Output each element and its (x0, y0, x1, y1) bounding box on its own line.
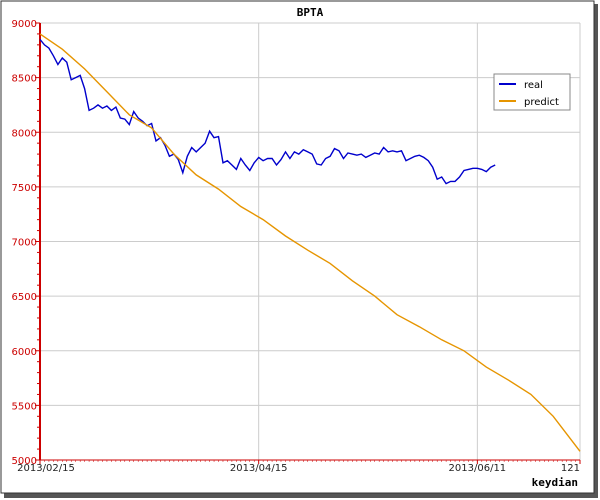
series-layer (39, 33, 581, 452)
y-tick-label: 6500 (12, 292, 37, 303)
y-tick-label: 6000 (12, 347, 37, 358)
x-ticks: 2013/02/15 2013/04/15 2013/06/11 121 (17, 460, 581, 474)
legend-box (493, 73, 571, 111)
legend-label-real: real (524, 80, 543, 91)
y-tick-label: 7500 (12, 183, 37, 194)
series-line-real (39, 38, 496, 185)
y-tick-label: 7000 (12, 238, 37, 249)
y-ticks: 5000 5500 6000 6500 7000 7500 8000 8500 9000 (12, 19, 40, 467)
x-tick-label: 2013/06/11 (449, 463, 507, 474)
chart-title: BPTA (297, 6, 324, 19)
legend: real predict (493, 73, 571, 111)
legend-label-predict: predict (524, 97, 559, 108)
y-tick-label: 5000 (12, 456, 37, 467)
series-line-predict (39, 33, 581, 452)
y-tick-label: 5500 (12, 401, 37, 412)
y-tick-label: 8000 (12, 128, 37, 139)
x-tick-label: 2013/02/15 (17, 463, 75, 474)
y-tick-label: 9000 (12, 19, 37, 30)
x-tick-label: 2013/04/15 (230, 463, 288, 474)
x-axis-label: keydian (532, 476, 578, 489)
x-tick-label: 121 (561, 463, 580, 474)
y-tick-label: 8500 (12, 74, 37, 85)
